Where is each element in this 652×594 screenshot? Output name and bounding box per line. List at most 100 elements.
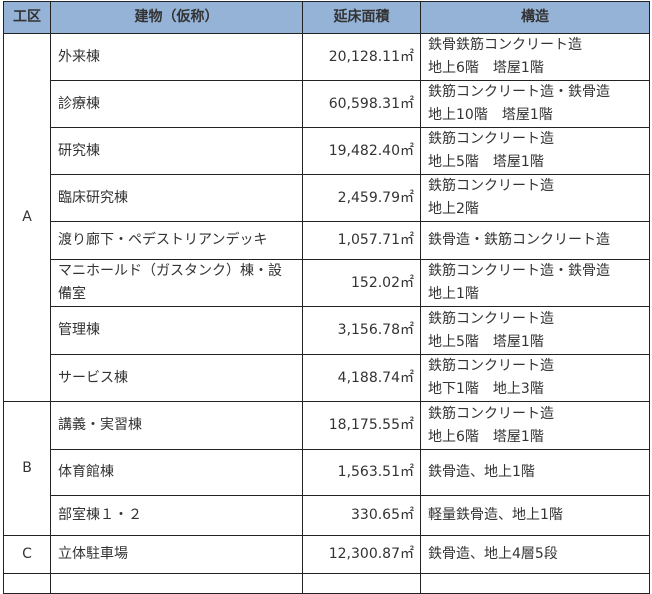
area-value: 12,300.87 xyxy=(328,546,400,562)
building-cell: マニホールド（ガスタンク）棟・設備室 xyxy=(50,259,303,307)
building-cell: 立体駐車場 xyxy=(50,535,303,574)
structure-line: 鉄筋コンクリート造 xyxy=(428,405,554,422)
area-value: 2,459.79 xyxy=(337,189,400,206)
structure-line: 軽量鉄骨造、地上1階 xyxy=(428,507,563,523)
area-cell: 20,128.11㎡ xyxy=(302,33,421,81)
zone-cell: B xyxy=(3,401,51,536)
structure-line: 地上6階 塔屋1階 xyxy=(428,428,544,445)
structure-cell: 鉄筋コンクリート造・鉄骨造 地上1階 xyxy=(420,259,650,307)
header-building: 建物（仮称） xyxy=(50,1,303,34)
building-cell: 管理棟 xyxy=(50,306,303,355)
building-cell: 臨床研究棟 xyxy=(50,174,303,222)
area-value: 18,175.55 xyxy=(328,417,400,433)
area-cell: 12,300.87㎡ xyxy=(302,535,421,574)
structure-line: 地上10階 塔屋1階 xyxy=(428,107,553,123)
area-unit: ㎡ xyxy=(400,142,414,159)
table-row: C 立体駐車場 12,300.87㎡ 鉄骨造、地上4層5段 xyxy=(3,535,650,574)
area-value: 330.65 xyxy=(351,507,400,523)
building-cell: 外来棟 xyxy=(50,33,303,81)
area-cell: 19,482.40㎡ xyxy=(302,127,421,175)
structure-cell: 鉄筋コンクリート造 地下1階 地上3階 xyxy=(420,354,650,402)
area-value: 152.02 xyxy=(351,274,400,291)
area-value: 60,598.31 xyxy=(328,95,400,112)
area-unit: ㎡ xyxy=(400,274,414,291)
area-unit: ㎡ xyxy=(400,189,414,206)
structure-line: 地上6階 塔屋1階 xyxy=(428,60,544,76)
area-value: 1,563.51 xyxy=(337,464,400,480)
table-row: マニホールド（ガスタンク）棟・設備室 152.02㎡ 鉄筋コンクリート造・鉄骨造 地上… xyxy=(4,259,650,307)
structure-cell: 鉄筋コンクリート造 地上6階 塔屋1階 xyxy=(420,401,650,450)
structure-line: 鉄骨造、地上1階 xyxy=(428,464,535,480)
header-zone: 工区 xyxy=(3,1,51,34)
header-row: 工区 建物（仮称） 延床面積 構造 xyxy=(3,1,650,34)
structure-line: 鉄骨鉄筋コンクリート造 xyxy=(428,37,582,53)
structure-cell: 鉄骨造、地上1階 xyxy=(420,449,650,496)
building-cell: サービス棟 xyxy=(50,354,303,402)
structure-line: 地上2階 xyxy=(428,201,479,217)
structure-cell: 鉄骨造・鉄筋コンクリート造 xyxy=(420,221,650,260)
structure-line: 鉄筋コンクリート造・鉄骨造 xyxy=(428,263,610,279)
area-unit: ㎡ xyxy=(400,232,414,248)
building-cell: 渡り廊下・ペデストリアンデッキ xyxy=(50,221,303,260)
zone-cell: A xyxy=(3,33,51,402)
area-unit: ㎡ xyxy=(400,369,414,386)
structure-line: 鉄筋コンクリート造 xyxy=(428,310,554,327)
table-row: 管理棟 3,156.78㎡ 鉄筋コンクリート造 地上5階 塔屋1階 xyxy=(4,306,650,355)
area-unit: ㎡ xyxy=(400,464,414,480)
structure-cell: 鉄筋コンクリート造 地上2階 xyxy=(420,174,650,222)
table-row: 部室棟１・２ 330.65㎡ 軽量鉄骨造、地上1階 xyxy=(4,495,650,536)
area-value: 19,482.40 xyxy=(328,142,400,159)
structure-cell: 鉄骨造、地上4層5段 xyxy=(420,535,650,574)
area-value: 1,057.71 xyxy=(337,232,400,248)
structure-cell: 鉄筋コンクリート造・鉄骨造 地上10階 塔屋1階 xyxy=(420,80,650,128)
area-cell: 2,459.79㎡ xyxy=(302,174,421,222)
table-row: 診療棟 60,598.31㎡ 鉄筋コンクリート造・鉄骨造 地上10階 塔屋1階 xyxy=(4,80,650,128)
area-cell: 60,598.31㎡ xyxy=(302,80,421,128)
building-cell: 講義・実習棟 xyxy=(50,401,303,450)
area-cell: 1,563.51㎡ xyxy=(302,449,421,496)
table-row: 研究棟 19,482.40㎡ 鉄筋コンクリート造 地上5階 塔屋1階 xyxy=(4,127,650,175)
structure-line: 地下1階 地上3階 xyxy=(428,381,544,397)
structure-line: 鉄筋コンクリート造 xyxy=(428,178,554,194)
structure-cell: 鉄骨鉄筋コンクリート造 地上6階 塔屋1階 xyxy=(420,33,650,81)
building-table: 工区 建物（仮称） 延床面積 構造 A 外来棟 20,128.11㎡ 鉄骨鉄筋コンクリ… xyxy=(3,1,650,594)
area-cell: 18,175.55㎡ xyxy=(302,401,421,450)
structure-line: 鉄筋コンクリート造 xyxy=(428,358,554,374)
area-unit: ㎡ xyxy=(400,48,414,65)
area-cell: 152.02㎡ xyxy=(302,259,421,307)
table-row: B 講義・実習棟 18,175.55㎡ 鉄筋コンクリート造 地上6階 塔屋1階 xyxy=(3,401,650,536)
structure-line: 鉄骨造、地上4層5段 xyxy=(428,546,558,562)
structure-line: 鉄筋コンクリート造・鉄骨造 xyxy=(428,84,610,100)
building-cell: 研究棟 xyxy=(50,127,303,175)
table-row: サービス棟 4,188.74㎡ 鉄筋コンクリート造 地下1階 地上3階 xyxy=(4,354,650,402)
area-unit: ㎡ xyxy=(400,546,414,562)
area-unit: ㎡ xyxy=(400,95,414,112)
area-value: 4,188.74 xyxy=(337,369,400,386)
building-cell: 診療棟 xyxy=(50,80,303,128)
area-unit: ㎡ xyxy=(400,322,414,338)
table-row: 体育館棟 1,563.51㎡ 鉄骨造、地上1階 xyxy=(4,449,650,496)
structure-cell: 鉄筋コンクリート造 地上5階 塔屋1階 xyxy=(420,306,650,355)
structure-line: 地上5階 塔屋1階 xyxy=(428,154,544,170)
table-row: 臨床研究棟 2,459.79㎡ 鉄筋コンクリート造 地上2階 xyxy=(4,174,650,222)
structure-line: 地上1階 xyxy=(428,286,479,302)
structure-line: 鉄筋コンクリート造 xyxy=(428,131,554,147)
table-row: 渡り廊下・ペデストリアンデッキ 1,057.71㎡ 鉄骨造・鉄筋コンクリート造 xyxy=(4,221,650,260)
area-cell: 3,156.78㎡ xyxy=(302,306,421,355)
structure-cell: 鉄筋コンクリート造 地上5階 塔屋1階 xyxy=(420,127,650,175)
area-unit: ㎡ xyxy=(400,417,414,433)
area-cell: 1,057.71㎡ xyxy=(302,221,421,260)
area-value: 20,128.11 xyxy=(328,48,400,65)
area-value: 3,156.78 xyxy=(337,322,400,338)
building-cell: 部室棟１・２ xyxy=(50,495,303,536)
building-cell: 体育館棟 xyxy=(50,449,303,496)
area-unit: ㎡ xyxy=(400,507,414,523)
structure-line: 地上5階 塔屋1階 xyxy=(428,333,544,350)
structure-cell: 軽量鉄骨造、地上1階 xyxy=(420,495,650,536)
header-area: 延床面積 xyxy=(302,1,421,34)
area-cell: 330.65㎡ xyxy=(302,495,421,536)
header-structure: 構造 xyxy=(420,1,650,34)
area-cell: 4,188.74㎡ xyxy=(302,354,421,402)
structure-line: 鉄骨造・鉄筋コンクリート造 xyxy=(428,232,610,248)
zone-cell: C xyxy=(3,535,51,574)
